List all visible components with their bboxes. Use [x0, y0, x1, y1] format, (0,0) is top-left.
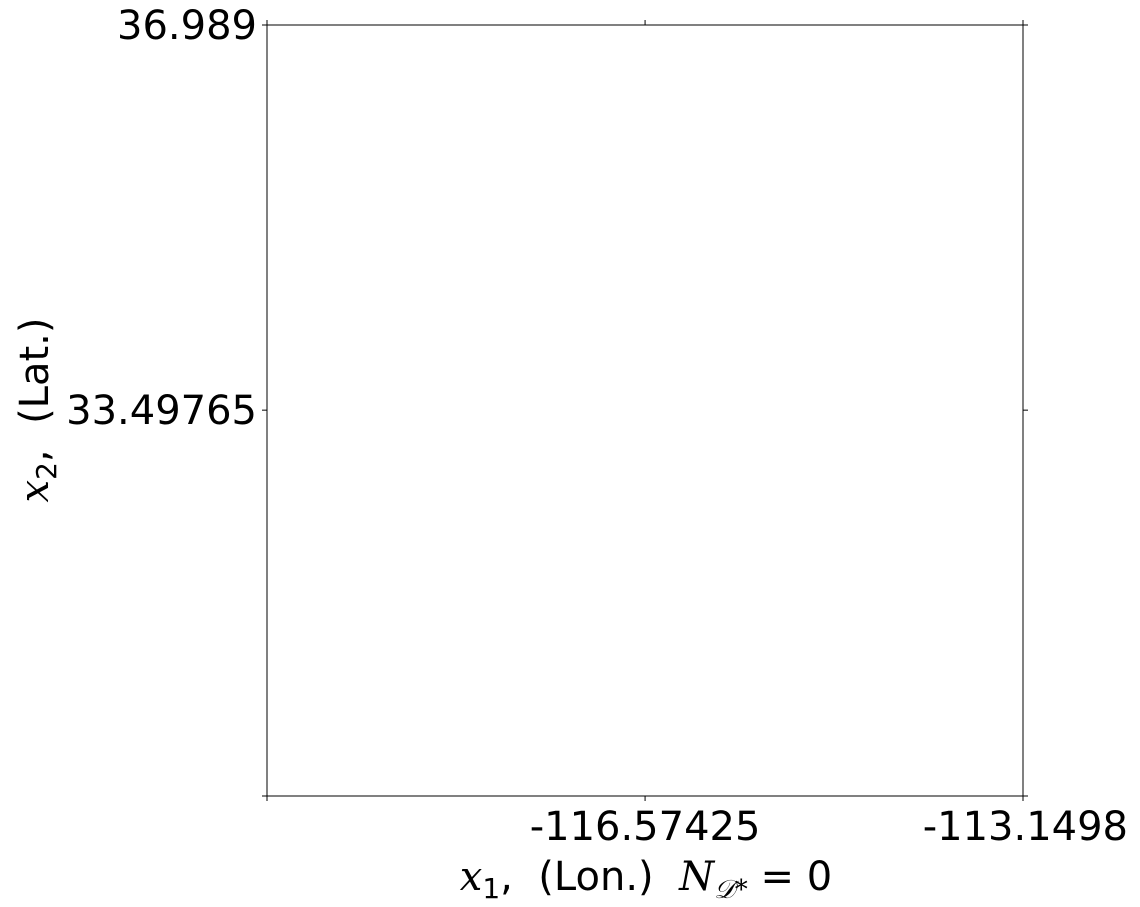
y-axis-text: , (Lat.) — [12, 318, 58, 463]
x-axis-count-subscript: 𝒟* — [714, 875, 748, 905]
y-tick-label: 33.49765 — [66, 388, 257, 434]
x-axis-count-variable: N — [678, 854, 716, 900]
x-axis-count-equals: = 0 — [748, 854, 832, 900]
x-axis-text: , (Lon.) — [500, 854, 679, 900]
y-axis-label: x2, (Lat.) — [12, 318, 63, 503]
x-tick-label: -116.57425 — [530, 804, 761, 850]
x-axis-variable-subscript: 1 — [482, 872, 500, 905]
y-axis-variable-subscript: 2 — [30, 462, 63, 480]
y-tick-label: 36.989 — [117, 3, 257, 49]
y-axis-ticks: 33.49765 36.989 — [66, 3, 1028, 797]
y-axis-variable: x — [12, 480, 58, 503]
x-axis-ticks: -116.57425 -113.1498 — [266, 20, 1128, 850]
x-tick-label: -113.1498 — [923, 804, 1128, 850]
plot-area — [266, 24, 1024, 797]
x-axis-label: x1, (Lon.) N𝒟* = 0 — [460, 854, 832, 905]
x-axis-variable: x — [460, 854, 483, 900]
